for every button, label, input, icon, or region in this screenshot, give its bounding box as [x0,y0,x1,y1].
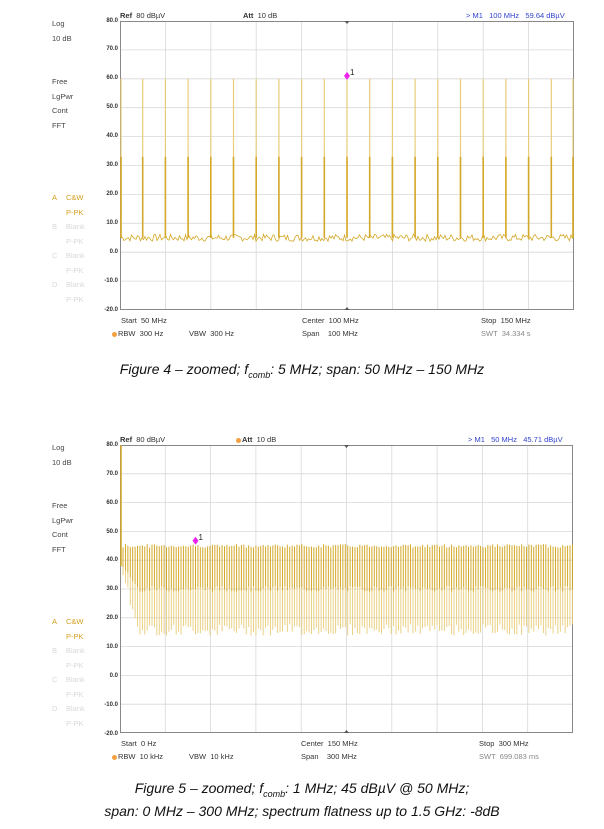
ytick: 20.0 [106,191,118,197]
ytick: 80.0 [106,442,118,448]
span: Span 300 MHz [301,752,357,761]
ytick: 40.0 [106,133,118,139]
trace-d-detector: P-PK [66,294,84,304]
ytick: -10.0 [104,278,118,284]
start-freq: Start 50 MHz [121,316,167,325]
scale-div: 10 dB [52,457,72,467]
ytick: -20.0 [104,307,118,313]
setting-free: Free [52,501,68,510]
setting-lgpwr: LgPwr [52,515,74,525]
caption-line-1: Figure 5 – zoomed; fcomb: 1 MHz; 45 dBµV… [134,780,470,799]
trace-c-detector: P-PK [66,689,84,699]
setting-lgpwr: LgPwr [52,91,74,101]
setting-fft: FFT [52,544,66,554]
spectrum-plot: 1 [120,21,574,310]
ytick: 60.0 [106,75,118,81]
stop-freq: Stop 300 MHz [479,739,529,748]
ytick: 0.0 [109,673,118,679]
svg-text:1: 1 [199,533,204,542]
trace-a[interactable]: A C&W [52,617,84,626]
center-freq: Center 150 MHz [301,739,358,748]
center-freq: Center 100 MHz [302,316,359,325]
trace-b-detector: P-PK [66,660,84,670]
setting-cont: Cont [52,106,68,115]
trace-d-detector: P-PK [66,718,84,728]
modified-indicator-icon [112,331,117,337]
spectrum-plot: 1 [120,445,573,733]
figure-caption: Figure 4 – zoomed; fcomb: 5 MHz; span: 5… [119,361,485,380]
attenuation: Att 10 dB [236,435,276,444]
vbw: VBW 10 kHz [189,752,234,761]
figure-caption: Figure 5 – zoomed; fcomb: 1 MHz; 45 dBµV… [0,780,604,820]
trace-b[interactable]: B Blank [52,222,85,231]
ytick: -20.0 [104,731,118,737]
modified-indicator-icon [112,754,117,760]
svg-text:1: 1 [350,68,355,77]
start-freq: Start 0 Hz [121,739,157,748]
ytick: 20.0 [106,615,118,621]
setting-fft: FFT [52,120,66,130]
marker-readout: > M1 100 MHz 59.64 dBµV [466,11,565,20]
setting-cont: Cont [52,530,68,539]
ytick: 70.0 [106,46,118,52]
ytick: 30.0 [106,162,118,168]
ytick: 10.0 [106,220,118,226]
ytick: 30.0 [106,586,118,592]
modified-indicator-icon [236,437,241,443]
marker-readout: > M1 50 MHz 45.71 dBµV [468,435,563,444]
ytick: 40.0 [106,557,118,563]
rbw: RBW 300 Hz [112,329,163,338]
attenuation: Att 10 dB [243,11,278,20]
sweep-time: SWT 699.083 ms [479,752,539,761]
ytick: -10.0 [104,702,118,708]
trace-d[interactable]: D Blank [52,280,85,289]
trace-c[interactable]: C Blank [52,251,85,260]
scale-type: Log [52,19,65,28]
rbw: RBW 10 kHz [112,752,163,761]
trace-a-detector: P-PK [66,207,84,217]
ytick: 50.0 [106,104,118,110]
trace-b[interactable]: B Blank [52,646,85,655]
figure-5: Log 10 dB Free LgPwr Cont FFT A C&W P-PK … [0,425,604,829]
ytick: 10.0 [106,644,118,650]
trace-a[interactable]: A C&W [52,193,84,202]
ytick: 0.0 [109,249,118,255]
caption-line-2: span: 0 MHz – 300 MHz; spectrum flatness… [104,802,500,819]
ytick: 80.0 [106,18,118,24]
side-panel: Log 10 dB Free LgPwr Cont FFT A C&W P-PK … [52,17,85,307]
setting-free: Free [52,77,68,86]
figure-4: Log 10 dB Free LgPwr Cont FFT A C&W P-PK … [0,0,604,390]
span: Span 100 MHz [302,329,358,338]
ytick: 70.0 [106,471,118,477]
ref-level: Ref 80 dBµV [120,11,166,20]
scale-type: Log [52,443,65,452]
stop-freq: Stop 150 MHz [481,316,531,325]
sweep-time: SWT 34.334 s [481,329,531,338]
ytick: 60.0 [106,500,118,506]
trace-d[interactable]: D Blank [52,704,85,713]
trace-c[interactable]: C Blank [52,675,85,684]
trace-b-detector: P-PK [66,236,84,246]
ref-level: Ref 80 dBµV [120,435,166,444]
vbw: VBW 300 Hz [189,329,235,338]
trace-a-detector: P-PK [66,631,84,641]
trace-c-detector: P-PK [66,265,84,275]
ytick: 50.0 [106,529,118,535]
scale-div: 10 dB [52,33,72,43]
side-panel: Log 10 dB Free LgPwr Cont FFT A C&W P-PK … [52,441,85,731]
